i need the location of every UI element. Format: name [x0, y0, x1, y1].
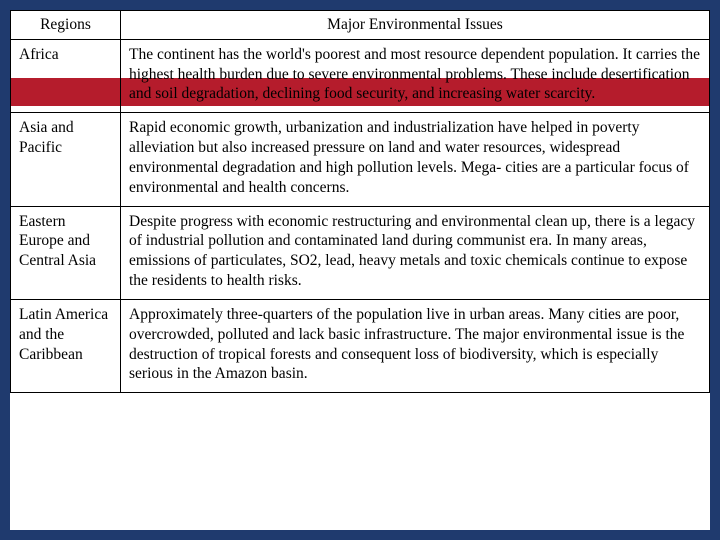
content-area: Regions Major Environmental Issues Afric…	[10, 10, 710, 393]
table-row: Africa The continent has the world's poo…	[11, 39, 710, 112]
col-header-issues: Major Environmental Issues	[121, 11, 710, 40]
cell-region: Africa	[11, 39, 121, 112]
regions-table: Regions Major Environmental Issues Afric…	[10, 10, 710, 393]
cell-region: Asia and Pacific	[11, 113, 121, 206]
cell-issue: The continent has the world's poorest an…	[121, 39, 710, 112]
cell-region: Latin America and the Caribbean	[11, 299, 121, 392]
table-header-row: Regions Major Environmental Issues	[11, 11, 710, 40]
cell-issue: Rapid economic growth, urbanization and …	[121, 113, 710, 206]
table-row: Latin America and the Caribbean Approxim…	[11, 299, 710, 392]
cell-region: Eastern Europe and Central Asia	[11, 206, 121, 299]
table-row: Eastern Europe and Central Asia Despite …	[11, 206, 710, 299]
col-header-regions: Regions	[11, 11, 121, 40]
page: Regions Major Environmental Issues Afric…	[0, 0, 720, 540]
table-row: Asia and Pacific Rapid economic growth, …	[11, 113, 710, 206]
cell-issue: Despite progress with economic restructu…	[121, 206, 710, 299]
cell-issue: Approximately three-quarters of the popu…	[121, 299, 710, 392]
